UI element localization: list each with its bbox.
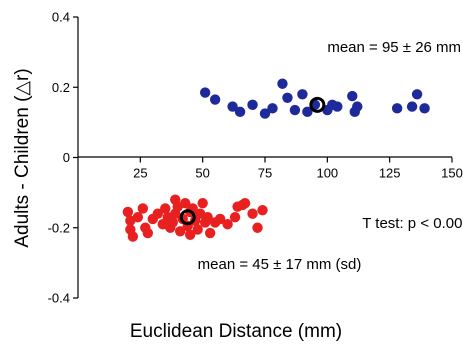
data-point xyxy=(419,103,430,114)
data-point xyxy=(227,101,238,112)
data-point xyxy=(122,206,134,218)
data-point xyxy=(175,226,186,237)
data-point xyxy=(214,213,226,225)
data-point xyxy=(192,224,203,235)
data-point xyxy=(152,208,163,219)
data-point xyxy=(267,103,278,114)
x-tick-label: 25 xyxy=(133,166,147,181)
y-tick-label: 0 xyxy=(63,150,70,165)
data-point xyxy=(229,212,241,223)
data-point xyxy=(282,92,293,103)
data-point xyxy=(204,227,216,239)
data-point xyxy=(239,197,251,209)
data-point xyxy=(349,106,360,118)
y-tick-label: -0.2 xyxy=(48,220,70,235)
data-point xyxy=(411,89,423,100)
x-ticks: 25 50 75 100 125 150 xyxy=(133,157,463,181)
data-point xyxy=(247,208,258,219)
data-point xyxy=(202,212,213,223)
data-point xyxy=(167,217,178,228)
data-point xyxy=(142,227,154,239)
data-point xyxy=(185,229,196,240)
data-point xyxy=(199,87,211,98)
annotations: mean = 95 ± 26 mm (sd) T test: p < 0.0001… xyxy=(198,39,463,273)
x-tick-label: 150 xyxy=(441,166,463,181)
data-point xyxy=(391,103,403,114)
x-tick-label: 125 xyxy=(379,166,401,181)
x-tick-label: 75 xyxy=(258,166,272,181)
data-point xyxy=(277,78,288,89)
data-point xyxy=(289,104,301,116)
data-point xyxy=(297,89,308,100)
data-point xyxy=(234,106,246,118)
y-tick-label: -0.4 xyxy=(48,291,70,306)
y-axis-title: Adults - Children (△r) xyxy=(12,68,33,247)
x-axis-title: Euclidean Distance (mm) xyxy=(130,321,342,342)
x-tick-label: 100 xyxy=(316,166,338,181)
data-point xyxy=(332,101,343,112)
data-point xyxy=(127,231,139,242)
data-point xyxy=(302,106,313,118)
data-point xyxy=(132,212,144,223)
annotation: T test: p < 0.0001 xyxy=(362,215,463,232)
data-point xyxy=(160,203,171,214)
mean-marker xyxy=(179,209,196,226)
data-point xyxy=(180,197,191,209)
y-tick-label: 0.2 xyxy=(52,80,70,95)
annotation: mean = 95 ± 26 mm (sd) xyxy=(327,39,463,56)
data-point xyxy=(197,197,208,209)
data-point xyxy=(257,204,268,216)
y-tick-label: 0.4 xyxy=(52,10,70,25)
data-point xyxy=(137,203,149,214)
data-point xyxy=(259,108,271,119)
data-point xyxy=(347,90,358,102)
mean-marker xyxy=(309,96,326,113)
data-point xyxy=(252,222,263,233)
mean-markers xyxy=(179,96,326,226)
annotation: mean = 45 ± 17 mm (sd) xyxy=(198,256,362,273)
data-point xyxy=(406,101,418,112)
x-tick-label: 50 xyxy=(195,166,209,181)
y-ticks: 0.4 0.2 0 -0.2 -0.4 xyxy=(48,10,78,306)
series-0 xyxy=(199,78,430,119)
data-point xyxy=(222,219,233,230)
data-point xyxy=(247,99,258,111)
data-point xyxy=(209,94,221,105)
